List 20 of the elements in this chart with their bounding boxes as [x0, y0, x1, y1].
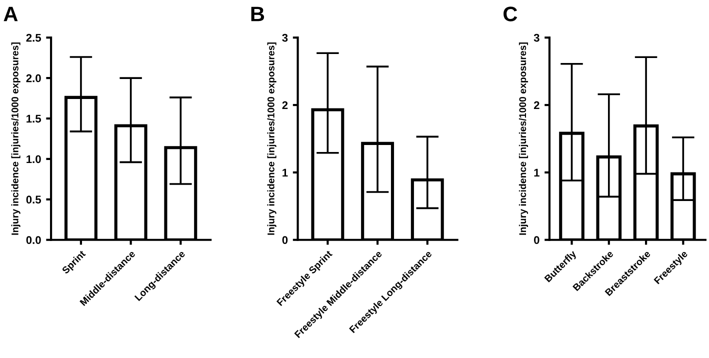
y-tick-label: 0 [282, 236, 288, 244]
chart-title: C [504, 6, 518, 22]
y-tick-label: 1.0 [26, 155, 41, 164]
y-tick-label: 0 [534, 236, 540, 244]
y-axis-title: Injury incidence [injuries/1000 exposures] [518, 42, 528, 235]
y-tick-label: 0.5 [26, 196, 42, 204]
y-tick-label: 2 [282, 101, 288, 110]
y-tick-label: 3 [534, 34, 540, 42]
y-tick-label: 2.0 [26, 74, 41, 82]
y-tick-label: 2.5 [26, 34, 42, 42]
chart-title: A [4, 6, 18, 22]
y-tick-label: 0.0 [26, 236, 41, 244]
y-tick-label: 3 [282, 34, 288, 42]
y-tick-label: 1 [534, 168, 540, 176]
chart-title: B [251, 6, 264, 22]
y-tick-label: 1 [282, 168, 288, 176]
y-tick-label: 2 [534, 101, 540, 110]
y-axis-title: Injury incidence [injuries/1000 exposures] [11, 42, 20, 235]
y-tick-label: 1.5 [26, 114, 42, 123]
y-axis-title: Injury incidence [injuries/1000 exposures] [267, 42, 276, 235]
